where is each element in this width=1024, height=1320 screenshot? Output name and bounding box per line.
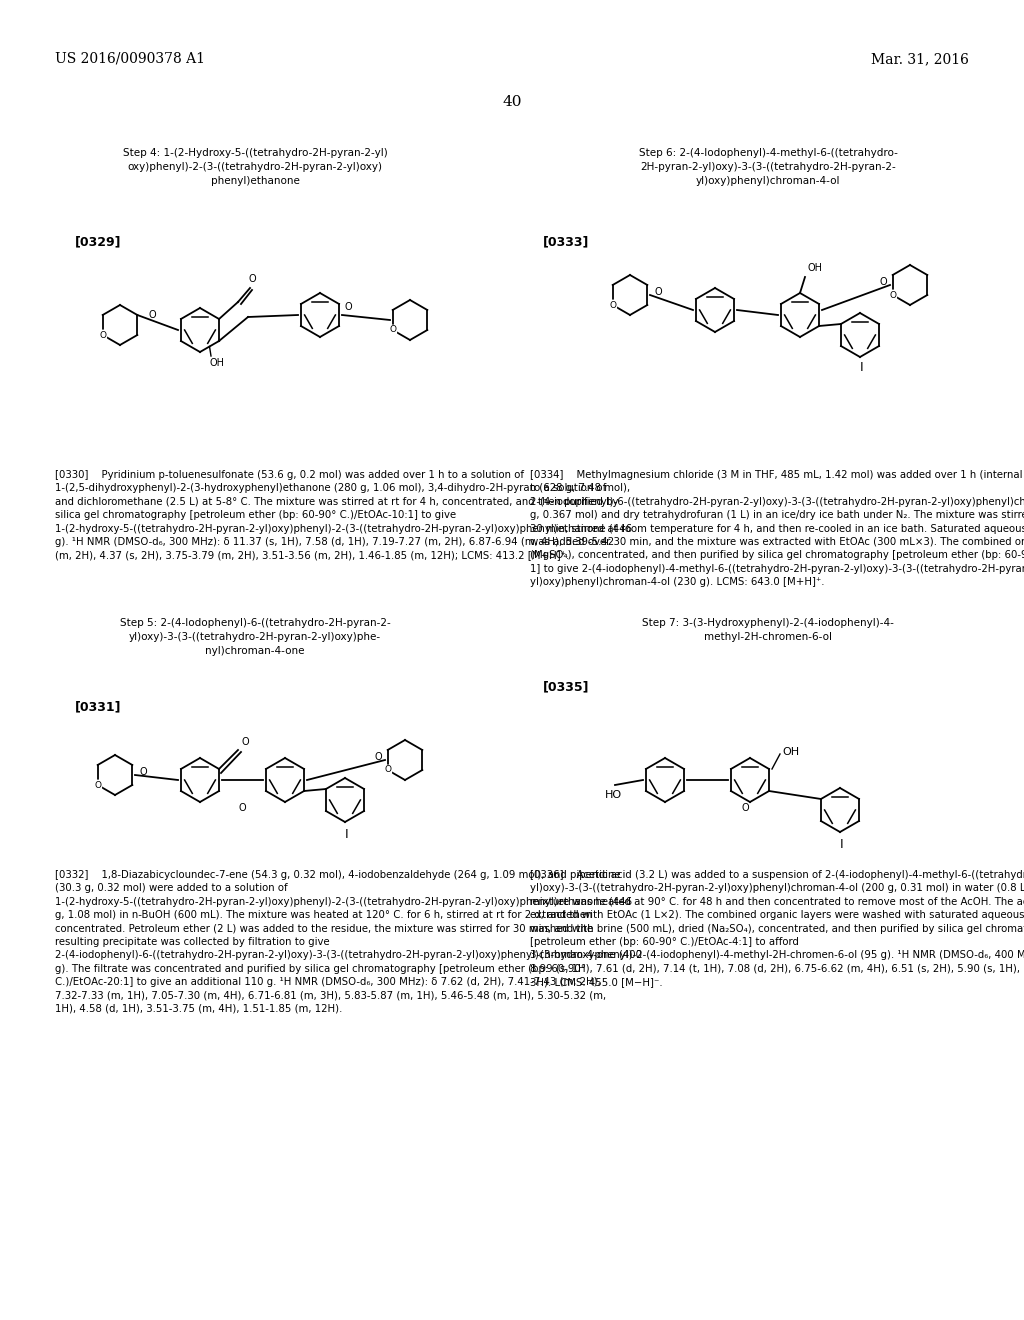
Text: [0329]: [0329]	[75, 235, 122, 248]
Text: O: O	[248, 275, 256, 284]
Text: [0334]    Methylmagnesium chloride (3 M in THF, 485 mL, 1.42 mol) was added over: [0334] Methylmagnesium chloride (3 M in …	[530, 470, 1024, 480]
Text: g). The filtrate was concentrated and purified by silica gel chromatography [pet: g). The filtrate was concentrated and pu…	[55, 964, 586, 974]
Text: I: I	[860, 360, 864, 374]
Text: OH: OH	[210, 358, 225, 368]
Text: Mar. 31, 2016: Mar. 31, 2016	[871, 51, 969, 66]
Text: HO: HO	[605, 789, 623, 800]
Text: [0333]: [0333]	[543, 235, 590, 248]
Text: I: I	[840, 838, 844, 851]
Text: 3H). LCMS: 455.0 [M−H]⁻.: 3H). LCMS: 455.0 [M−H]⁻.	[530, 977, 663, 987]
Text: O: O	[741, 803, 749, 813]
Text: O: O	[880, 277, 887, 286]
Text: concentrated. Petroleum ether (2 L) was added to the residue, the mixture was st: concentrated. Petroleum ether (2 L) was …	[55, 924, 593, 933]
Text: 1-(2-hydroxy-5-((tetrahydro-2H-pyran-2-yl)oxy)phenyl)-2-(3-((tetrahydro-2H-pyran: 1-(2-hydroxy-5-((tetrahydro-2H-pyran-2-y…	[55, 524, 632, 533]
Text: O: O	[242, 737, 250, 747]
Text: (m, 2H), 4.37 (s, 2H), 3.75-3.79 (m, 2H), 3.51-3.56 (m, 2H), 1.46-1.85 (m, 12H);: (m, 2H), 4.37 (s, 2H), 3.75-3.79 (m, 2H)…	[55, 550, 569, 561]
Text: mixture was heated at 90° C. for 48 h and then concentrated to remove most of th: mixture was heated at 90° C. for 48 h an…	[530, 896, 1024, 907]
Text: [0331]: [0331]	[75, 700, 122, 713]
Text: Step 4: 1-(2-Hydroxy-5-((tetrahydro-2H-pyran-2-yl)
oxy)phenyl)-2-(3-((tetrahydro: Step 4: 1-(2-Hydroxy-5-((tetrahydro-2H-p…	[123, 148, 387, 186]
Text: OH: OH	[807, 263, 822, 273]
Text: 1-(2,5-dihydroxyphenyl)-2-(3-hydroxyphenyl)ethanone (280 g, 1.06 mol), 3,4-dihyd: 1-(2,5-dihydroxyphenyl)-2-(3-hydroxyphen…	[55, 483, 630, 494]
Text: O: O	[384, 766, 391, 775]
Text: and dichloromethane (2.5 L) at 5-8° C. The mixture was stirred at rt for 4 h, co: and dichloromethane (2.5 L) at 5-8° C. T…	[55, 496, 618, 507]
Text: O: O	[654, 286, 662, 297]
Text: 7.32-7.33 (m, 1H), 7.05-7.30 (m, 4H), 6.71-6.81 (m, 3H), 5.83-5.87 (m, 1H), 5.46: 7.32-7.33 (m, 1H), 7.05-7.30 (m, 4H), 6.…	[55, 990, 606, 1001]
Text: [0336]    Acetic acid (3.2 L) was added to a suspension of 2-(4-iodophenyl)-4-me: [0336] Acetic acid (3.2 L) was added to …	[530, 870, 1024, 880]
Text: Step 7: 3-(3-Hydroxyphenyl)-2-(4-iodophenyl)-4-
methyl-2H-chromen-6-ol: Step 7: 3-(3-Hydroxyphenyl)-2-(4-iodophe…	[642, 618, 894, 642]
Text: [0332]    1,8-Diazabicycloundec-7-ene (54.3 g, 0.32 mol), 4-iodobenzaldehyde (26: [0332] 1,8-Diazabicycloundec-7-ene (54.3…	[55, 870, 621, 880]
Text: [petroleum ether (bp: 60-90° C.)/EtOAc-4:1] to afford: [petroleum ether (bp: 60-90° C.)/EtOAc-4…	[530, 937, 799, 946]
Text: O: O	[344, 302, 352, 312]
Text: [0330]    Pyridinium p-toluenesulfonate (53.6 g, 0.2 mol) was added over 1 h to : [0330] Pyridinium p-toluenesulfonate (53…	[55, 470, 524, 480]
Text: 1-(2-hydroxy-5-((tetrahydro-2H-pyran-2-yl)oxy)phenyl)-2-(3-((tetrahydro-2H-pyran: 1-(2-hydroxy-5-((tetrahydro-2H-pyran-2-y…	[55, 896, 632, 907]
Text: g). ¹H NMR (DMSO-d₆, 300 MHz): δ 11.37 (s, 1H), 7.58 (d, 1H), 7.19-7.27 (m, 2H),: g). ¹H NMR (DMSO-d₆, 300 MHz): δ 11.37 (…	[55, 537, 614, 546]
Text: O: O	[374, 752, 382, 762]
Text: I: I	[345, 828, 349, 841]
Text: [0335]: [0335]	[543, 680, 590, 693]
Text: 2-(4-iodophenyl)-6-((tetrahydro-2H-pyran-2-yl)oxy)-3-(3-((tetrahydro-2H-pyran-2-: 2-(4-iodophenyl)-6-((tetrahydro-2H-pyran…	[530, 496, 1024, 507]
Text: US 2016/0090378 A1: US 2016/0090378 A1	[55, 51, 205, 66]
Text: 40: 40	[502, 95, 522, 110]
Text: C.)/EtOAc-20:1] to give an additional 110 g. ¹H NMR (DMSO-d₆, 300 MHz): δ 7.62 (: C.)/EtOAc-20:1] to give an additional 11…	[55, 977, 601, 987]
Text: silica gel chromatography [petroleum ether (bp: 60-90° C.)/EtOAc-10:1] to give: silica gel chromatography [petroleum eth…	[55, 511, 456, 520]
Text: resulting precipitate was collected by filtration to give: resulting precipitate was collected by f…	[55, 937, 330, 946]
Text: O: O	[239, 803, 246, 813]
Text: (MgSO₄), concentrated, and then purified by silica gel chromatography [petroleum: (MgSO₄), concentrated, and then purified…	[530, 550, 1024, 561]
Text: (30.3 g, 0.32 mol) were added to a solution of: (30.3 g, 0.32 mol) were added to a solut…	[55, 883, 288, 894]
Text: Step 6: 2-(4-Iodophenyl)-4-methyl-6-((tetrahydro-
2H-pyran-2-yl)oxy)-3-(3-((tetr: Step 6: 2-(4-Iodophenyl)-4-methyl-6-((te…	[639, 148, 897, 186]
Text: O: O	[609, 301, 616, 309]
Text: 1] to give 2-(4-iodophenyl)-4-methyl-6-((tetrahydro-2H-pyran-2-yl)oxy)-3-(3-((te: 1] to give 2-(4-iodophenyl)-4-methyl-6-(…	[530, 564, 1024, 574]
Text: O: O	[389, 326, 396, 334]
Text: O: O	[139, 767, 146, 777]
Text: was added over 30 min, and the mixture was extracted with EtOAc (300 mL×3). The : was added over 30 min, and the mixture w…	[530, 537, 1024, 546]
Text: 2-(4-iodophenyl)-6-((tetrahydro-2H-pyran-2-yl)oxy)-3-(3-((tetrahydro-2H-pyran-2-: 2-(4-iodophenyl)-6-((tetrahydro-2H-pyran…	[55, 950, 642, 961]
Text: O: O	[889, 290, 896, 300]
Text: to a solution of: to a solution of	[530, 483, 606, 494]
Text: yl)oxy)phenyl)chroman-4-ol (230 g). LCMS: 643.0 [M+H]⁺.: yl)oxy)phenyl)chroman-4-ol (230 g). LCMS…	[530, 577, 824, 587]
Text: extracted with EtOAc (1 L×2). The combined organic layers were washed with satur: extracted with EtOAc (1 L×2). The combin…	[530, 911, 1024, 920]
Text: OH: OH	[782, 747, 799, 756]
Text: yl)oxy)-3-(3-((tetrahydro-2H-pyran-2-yl)oxy)phenyl)chroman-4-ol (200 g, 0.31 mol: yl)oxy)-3-(3-((tetrahydro-2H-pyran-2-yl)…	[530, 883, 1024, 894]
Text: O: O	[99, 330, 106, 339]
Text: 8.99 (s, 1H), 7.61 (d, 2H), 7.14 (t, 1H), 7.08 (d, 2H), 6.75-6.62 (m, 4H), 6.51 : 8.99 (s, 1H), 7.61 (d, 2H), 7.14 (t, 1H)…	[530, 964, 1024, 974]
Text: O: O	[148, 309, 157, 319]
Text: 30 min, stirred at room temperature for 4 h, and then re-cooled in an ice bath. : 30 min, stirred at room temperature for …	[530, 524, 1024, 533]
Text: g, 0.367 mol) and dry tetrahydrofuran (1 L) in an ice/dry ice bath under N₂. The: g, 0.367 mol) and dry tetrahydrofuran (1…	[530, 511, 1024, 520]
Text: 1H), 4.58 (d, 1H), 3.51-3.75 (m, 4H), 1.51-1.85 (m, 12H).: 1H), 4.58 (d, 1H), 3.51-3.75 (m, 4H), 1.…	[55, 1005, 342, 1014]
Text: Step 5: 2-(4-Iodophenyl)-6-((tetrahydro-2H-pyran-2-
yl)oxy)-3-(3-((tetrahydro-2H: Step 5: 2-(4-Iodophenyl)-6-((tetrahydro-…	[120, 618, 390, 656]
Text: g, 1.08 mol) in n-BuOH (600 mL). The mixture was heated at 120° C. for 6 h, stir: g, 1.08 mol) in n-BuOH (600 mL). The mix…	[55, 911, 592, 920]
Text: O: O	[94, 780, 101, 789]
Text: 3-(3-hydroxyphenyl)-2-(4-iodophenyl)-4-methyl-2H-chromen-6-ol (95 g). ¹H NMR (DM: 3-(3-hydroxyphenyl)-2-(4-iodophenyl)-4-m…	[530, 950, 1024, 961]
Text: washed with brine (500 mL), dried (Na₂SO₄), concentrated, and then purified by s: washed with brine (500 mL), dried (Na₂SO…	[530, 924, 1024, 933]
